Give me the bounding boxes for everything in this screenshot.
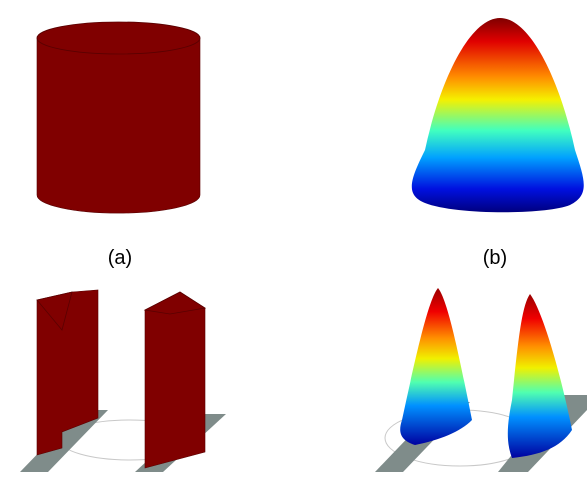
paraboloid (411, 18, 584, 213)
panel-label: (a) (108, 247, 132, 269)
panel-label: (b) (483, 247, 507, 269)
cylinder (36, 21, 201, 214)
split-cylinder (20, 289, 226, 472)
split-paraboloid (375, 288, 587, 472)
